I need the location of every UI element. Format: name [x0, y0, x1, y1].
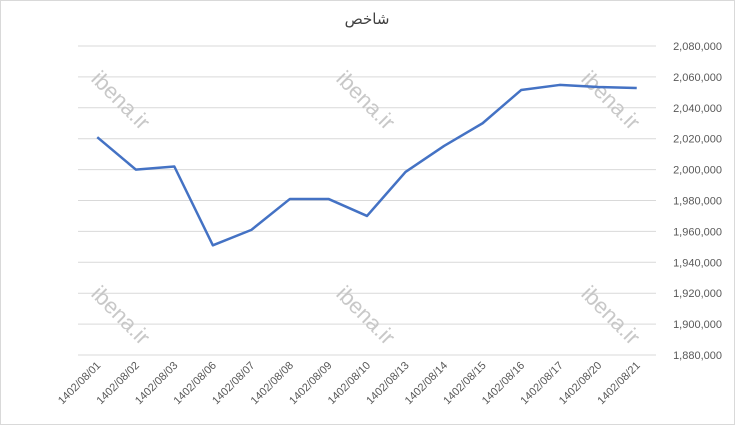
y-tick-label: 1,880,000	[673, 350, 722, 362]
line-series	[96, 83, 637, 247]
y-tick-label: 2,040,000	[673, 103, 722, 115]
y-tick-label: 1,980,000	[673, 196, 722, 208]
y-tick-label: 1,920,000	[673, 288, 722, 300]
y-tick-label: 1,960,000	[673, 226, 722, 238]
chart-title: شاخص	[345, 11, 390, 28]
y-tick-label: 2,060,000	[673, 72, 722, 84]
y-tick-label: 2,080,000	[673, 41, 722, 53]
y-tick-label: 1,940,000	[673, 257, 722, 269]
y-tick-label: 2,000,000	[673, 165, 722, 177]
y-tick-label: 2,020,000	[673, 134, 722, 146]
y-tick-label: 1,900,000	[673, 319, 722, 331]
